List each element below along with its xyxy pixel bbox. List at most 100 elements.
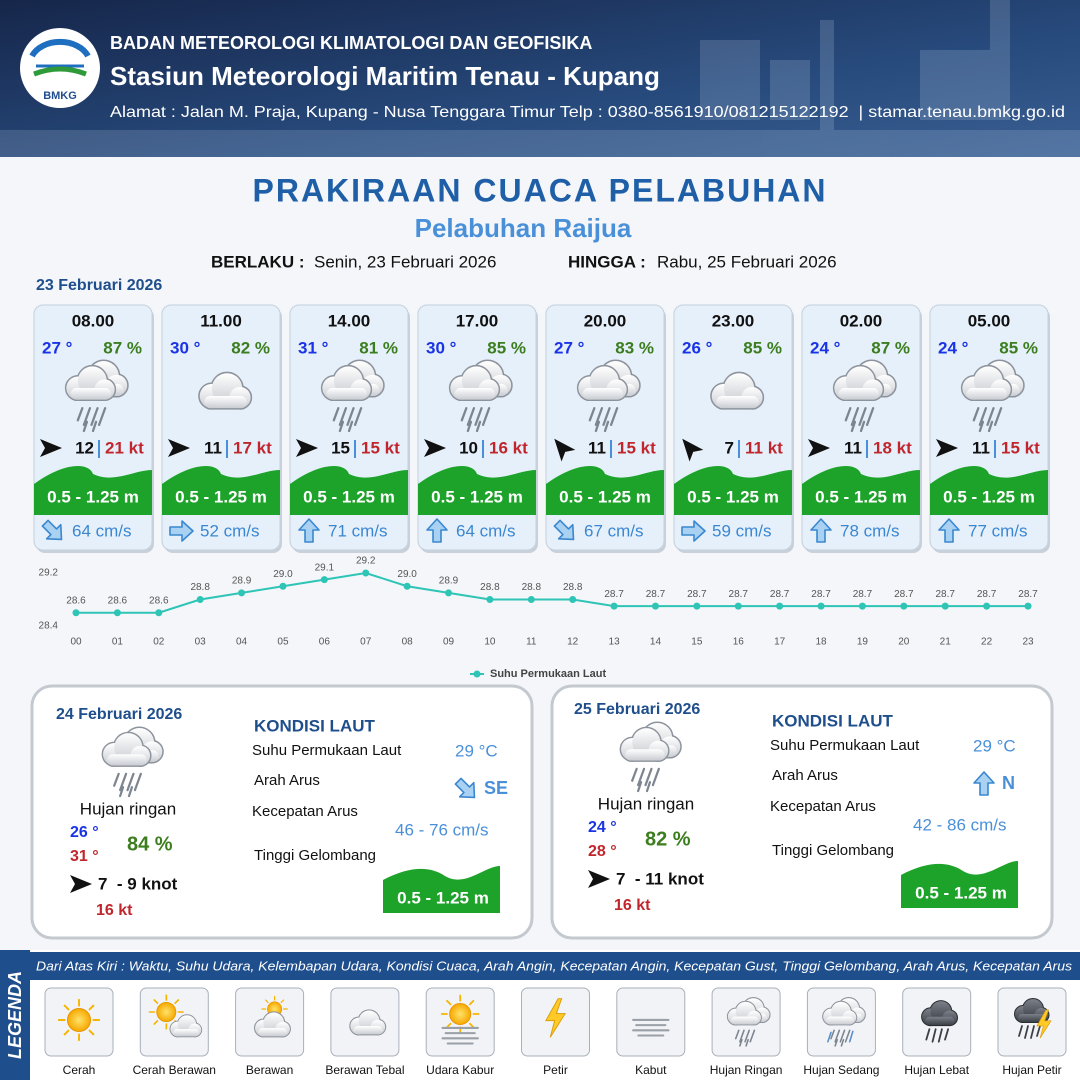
data-point: [445, 589, 453, 597]
legend-item-label: Hujan Sedang: [803, 1063, 879, 1077]
wind-speed: 11: [588, 438, 606, 457]
x-tick-label: 14: [650, 637, 662, 648]
forecast-card: 08.00 27 ° 87 % 12 21 kt 0.5 - 1.25 m 64 cm/s: [33, 304, 154, 553]
temperature: 27 °: [554, 338, 585, 357]
y-tick-label: 28.4: [39, 621, 59, 632]
wind: 7 - 11 knot: [616, 869, 704, 888]
current-speed: 77 cm/s: [968, 521, 1028, 540]
temperature: 24 °: [810, 338, 841, 357]
wave-height: 0.5 - 1.25 m: [943, 487, 1035, 506]
sst-label: Suhu Permukaan Laut: [770, 737, 920, 754]
valid-from-label: BERLAKU :: [211, 252, 305, 271]
data-label: 28.8: [563, 582, 583, 593]
wave-shape: [383, 866, 500, 913]
valid-from: Senin, 23 Februari 2026: [314, 252, 496, 271]
x-tick-label: 19: [857, 637, 869, 648]
current-dir-label: Arah Arus: [254, 772, 320, 789]
time: 02.00: [840, 311, 883, 330]
station-name: Stasiun Meteorologi Maritim Tenau - Kupa…: [110, 61, 660, 91]
x-tick-label: 20: [898, 637, 910, 648]
data-point: [983, 602, 991, 610]
data-point: [858, 602, 866, 610]
data-point: [362, 569, 370, 577]
wind: 7 - 9 knot: [98, 874, 178, 893]
temperature: 27 °: [42, 338, 73, 357]
legend-item: Cerah: [44, 987, 114, 1077]
wave-height: 0.5 - 1.25 m: [397, 888, 489, 907]
wave-height: 0.5 - 1.25 m: [815, 487, 907, 506]
data-label: 28.8: [480, 582, 500, 593]
current-speed-label: Kecepatan Arus: [252, 803, 358, 820]
wave-height: 0.5 - 1.25 m: [559, 487, 651, 506]
data-label: 28.7: [811, 589, 831, 600]
time: 20.00: [584, 311, 627, 330]
data-point: [734, 602, 742, 610]
data-label: 29.0: [273, 569, 293, 580]
current-speed-label: Kecepatan Arus: [770, 798, 876, 815]
x-tick-label: 09: [443, 637, 455, 648]
bmkg-logo: BMKG: [20, 28, 100, 108]
legend-top-strip: [30, 952, 1080, 980]
outlook-content: 24 Februari 2026 Hujan ringan 26 ° 31 ° 84 %…: [56, 706, 508, 919]
legend-item: Berawan Tebal: [325, 987, 404, 1077]
data-label: 28.7: [729, 589, 749, 600]
legend-item-label: Berawan Tebal: [325, 1063, 404, 1077]
gust: 21 kt: [105, 438, 144, 457]
data-point: [651, 602, 659, 610]
legend-item-label: Berawan: [246, 1063, 293, 1077]
time: 23.00: [712, 311, 755, 330]
data-point: [817, 602, 825, 610]
x-tick-label: 16: [733, 637, 745, 648]
data-label: 28.8: [522, 582, 542, 593]
x-tick-label: 12: [567, 637, 579, 648]
header-banner: [0, 0, 1080, 157]
data-label: 28.7: [894, 589, 914, 600]
current-speed: 64 cm/s: [456, 521, 516, 540]
legend-title: LEGENDA: [5, 971, 25, 1059]
wave-height: 0.5 - 1.25 m: [47, 487, 139, 506]
humidity: 83 %: [615, 338, 654, 357]
legend-marker: [473, 670, 481, 678]
data-label: 28.9: [232, 576, 252, 587]
temp-min: 24 °: [588, 819, 617, 836]
wave-shape: [802, 465, 920, 515]
data-label: 28.7: [770, 589, 790, 600]
agency-name: BADAN METEOROLOGI KLIMATOLOGI DAN GEOFIS…: [110, 33, 592, 53]
sea-title: KONDISI LAUT: [254, 716, 376, 735]
legend-icon-box: [616, 987, 686, 1057]
data-point: [900, 602, 908, 610]
gust: 16 kt: [96, 902, 133, 919]
time: 14.00: [328, 311, 371, 330]
legend-side-strip: [0, 950, 30, 1080]
data-point: [279, 582, 287, 590]
current-dir: SE: [484, 778, 508, 798]
data-point: [776, 602, 784, 610]
data-point: [238, 589, 246, 597]
wind-speed: 12: [75, 438, 94, 457]
temperature: 26 °: [682, 338, 713, 357]
data-label: 28.7: [935, 589, 955, 600]
data-label: 29.2: [356, 556, 376, 567]
x-tick-label: 03: [195, 637, 207, 648]
x-tick-label: 17: [774, 637, 786, 648]
data-point: [1024, 602, 1032, 610]
gust: 15 kt: [361, 438, 400, 457]
wind-speed: 10: [459, 438, 478, 457]
wind-speed: 7: [725, 438, 734, 457]
current-dir-label: Arah Arus: [772, 767, 838, 784]
legend-item-label: Petir: [543, 1063, 568, 1077]
legend-item-label: Cerah Berawan: [133, 1063, 216, 1077]
data-point: [610, 602, 618, 610]
wind-speed: 15: [331, 438, 350, 457]
forecast-card: 11.00 30 ° 82 % 11 17 kt 0.5 - 1.25 m 52 cm/s: [161, 304, 282, 553]
gust: 16 kt: [614, 897, 651, 914]
legend-description: Dari Atas Kiri : Waktu, Suhu Udara, Kele…: [36, 958, 1073, 973]
humidity: 85 %: [487, 338, 526, 357]
data-label: 28.7: [604, 589, 624, 600]
x-tick-label: 13: [609, 637, 621, 648]
wave-shape: [901, 861, 1018, 908]
legend-item: Berawan: [235, 987, 305, 1077]
temperature: 24 °: [938, 338, 969, 357]
data-point: [693, 602, 701, 610]
